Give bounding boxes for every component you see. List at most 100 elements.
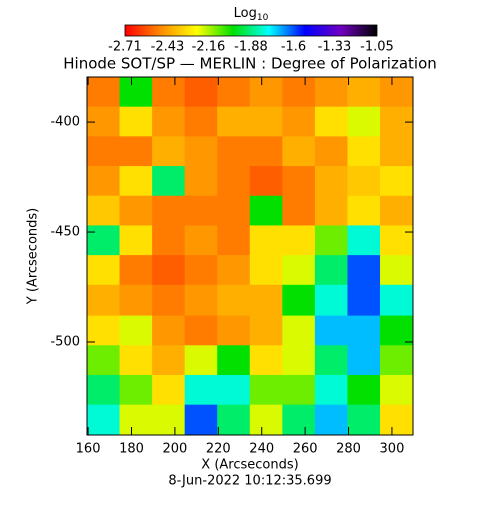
- heatmap-cell: [152, 284, 186, 317]
- colorbar-tick-label: -1.88: [234, 40, 268, 55]
- heatmap-cell: [217, 315, 251, 346]
- heatmap-cell: [314, 374, 348, 406]
- heatmap-cell: [217, 166, 251, 197]
- heatmap-cell: [347, 166, 381, 197]
- heatmap-cell: [314, 345, 348, 376]
- colorbar-tick-label: -2.43: [151, 40, 185, 55]
- x-tick-label: 240: [249, 442, 274, 457]
- heatmap-cell: [380, 404, 414, 436]
- heatmap-cell: [314, 136, 348, 167]
- chart-title: Hinode SOT/SP — MERLIN : Degree of Polar…: [63, 55, 437, 73]
- heatmap-cell: [152, 374, 186, 406]
- heatmap-cell: [380, 166, 414, 197]
- heatmap-cell: [249, 225, 283, 256]
- x-tick-label: 180: [119, 442, 144, 457]
- colorbar-tick-label: -2.71: [108, 40, 142, 55]
- heatmap-cell: [347, 404, 381, 436]
- heatmap-cell: [380, 225, 414, 256]
- heatmap-cell: [87, 404, 121, 436]
- heatmap-cell: [152, 404, 186, 436]
- heatmap-cell: [347, 136, 381, 167]
- heatmap-cell: [217, 255, 251, 286]
- heatmap-cell: [282, 315, 316, 346]
- heatmap-cell: [282, 77, 316, 108]
- heatmap-cell: [314, 195, 348, 226]
- heatmap-cell: [314, 284, 348, 317]
- heatmap-cell: [184, 315, 218, 346]
- x-tick-label: 160: [76, 442, 101, 457]
- x-tick-label: 200: [162, 442, 187, 457]
- colorbar-tick-label: -1.05: [360, 40, 394, 55]
- heatmap-cell: [347, 374, 381, 406]
- heatmap-cell: [314, 404, 348, 436]
- heatmap-cell: [314, 255, 348, 286]
- heatmap-cell: [217, 225, 251, 256]
- heatmap-cell: [380, 315, 414, 346]
- heatmap-cell: [380, 195, 414, 226]
- heatmap-cell: [314, 166, 348, 197]
- y-tick-label: -450: [50, 225, 80, 240]
- colorbar-label-main: Log: [234, 6, 257, 21]
- heatmap-cell: [119, 225, 153, 256]
- heatmap-cell: [152, 345, 186, 376]
- y-axis-label: Y (Arcseconds): [26, 208, 41, 305]
- heatmap-cell: [249, 195, 283, 226]
- heatmap-cell: [249, 374, 283, 406]
- heatmap-cell: [380, 374, 414, 406]
- heatmap-cell: [347, 77, 381, 108]
- heatmap-cell: [184, 225, 218, 256]
- heatmap-cell: [347, 106, 381, 137]
- heatmap-cell: [87, 255, 121, 286]
- heatmap-cell: [119, 77, 153, 108]
- heatmap-cell: [347, 195, 381, 226]
- heatmap-cell: [314, 106, 348, 137]
- heatmap-cell: [282, 404, 316, 436]
- heatmap-cell: [249, 345, 283, 376]
- heatmap-cell: [380, 255, 414, 286]
- heatmap-cell: [152, 106, 186, 137]
- heatmap-cell: [347, 225, 381, 256]
- heatmap-cell: [282, 136, 316, 167]
- heatmap-cell: [119, 404, 153, 436]
- heatmap-cell: [217, 374, 251, 406]
- heatmap-cell: [152, 195, 186, 226]
- heatmap-cell: [380, 284, 414, 317]
- heatmap-cell: [249, 255, 283, 286]
- heatmap-cell: [184, 106, 218, 137]
- heatmap-cell: [314, 315, 348, 346]
- heatmap-cell: [119, 374, 153, 406]
- heatmap-cell: [87, 166, 121, 197]
- heatmap-cell: [380, 136, 414, 167]
- heatmap-cell: [119, 195, 153, 226]
- heatmap-cell: [184, 345, 218, 376]
- heatmap-cell: [184, 77, 218, 108]
- heatmap-cell: [249, 77, 283, 108]
- heatmap-cell: [152, 225, 186, 256]
- colorbar-label: Log10: [234, 6, 269, 23]
- heatmap-cell: [87, 77, 121, 108]
- heatmap-cell: [249, 404, 283, 436]
- heatmap-cell: [282, 284, 316, 317]
- heatmap-cell: [87, 374, 121, 406]
- heatmap-cell: [282, 166, 316, 197]
- heatmap-cell: [152, 255, 186, 286]
- x-tick-label: 260: [293, 442, 318, 457]
- heatmap-cell: [217, 106, 251, 137]
- plot-frame: [86, 76, 414, 436]
- heatmap-cell: [87, 315, 121, 346]
- heatmap-cell: [217, 404, 251, 436]
- heatmap-cell: [217, 345, 251, 376]
- heatmap-cell: [119, 284, 153, 317]
- colorbar-tick-label: -1.6: [281, 40, 306, 55]
- heatmap-cell: [87, 195, 121, 226]
- heatmap-cell: [152, 136, 186, 167]
- heatmap-cell: [119, 106, 153, 137]
- heatmap-cell: [184, 374, 218, 406]
- heatmap-cell: [249, 315, 283, 346]
- heatmap-cell: [152, 315, 186, 346]
- heatmap-cell: [184, 255, 218, 286]
- x-tick-label: 220: [206, 442, 231, 457]
- heatmap-cell: [282, 255, 316, 286]
- colorbar: [124, 24, 378, 37]
- heatmap-cell: [249, 284, 283, 317]
